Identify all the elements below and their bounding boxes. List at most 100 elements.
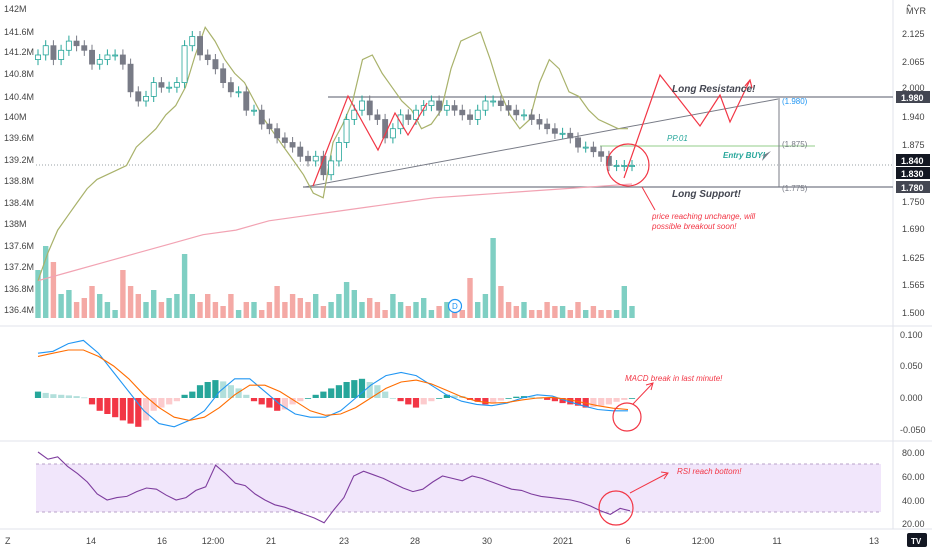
candle-body xyxy=(96,59,103,65)
macd-histogram-bar xyxy=(436,398,443,399)
tag-1840-text: 1.840 xyxy=(901,156,924,166)
candle-body xyxy=(482,100,489,111)
rsi-tick-label: 20.00 xyxy=(902,519,925,529)
tag-1840 xyxy=(896,154,930,166)
macd-histogram-bar xyxy=(250,398,258,402)
candle-body xyxy=(559,132,566,135)
macd-histogram-bar xyxy=(382,391,389,398)
candle-body xyxy=(413,109,419,120)
rising-trendline[interactable] xyxy=(304,98,779,188)
macd-histogram-bar xyxy=(366,382,373,398)
volume-bars xyxy=(35,238,635,318)
price-tick-label: 1.750 xyxy=(902,197,925,207)
volume-tick-label: 137.6M xyxy=(4,241,34,251)
price-note-line-1: price reaching unchange, will xyxy=(651,212,755,221)
candle-body xyxy=(359,100,365,111)
volume-tick-label: 138.8M xyxy=(4,176,34,186)
currency-label[interactable]: MYR xyxy=(906,6,927,16)
volume-bar xyxy=(235,310,242,318)
macd-histogram-bar xyxy=(127,398,134,424)
volume-bar xyxy=(197,302,203,318)
volume-bar xyxy=(259,310,265,318)
candle-body xyxy=(536,119,543,125)
rsi-arrowhead xyxy=(660,471,669,480)
candle-body xyxy=(212,59,219,70)
volume-bar xyxy=(459,310,465,318)
candle-body xyxy=(528,114,535,120)
candle-body xyxy=(467,114,473,120)
price-tick-label: 2.000 xyxy=(902,83,925,93)
pp01-label: PP.01 xyxy=(667,134,688,143)
volume-tick-label: 142M xyxy=(4,4,27,14)
macd-histogram-bar xyxy=(258,398,265,405)
volume-bar xyxy=(505,302,512,318)
macd-histogram-bar xyxy=(158,398,165,408)
volume-bar xyxy=(228,294,234,318)
macd-histogram-bar xyxy=(567,398,574,405)
macd-histogram-bar xyxy=(343,382,350,398)
tag-1980-text: 1.980 xyxy=(901,93,924,103)
volume-bar xyxy=(613,310,620,318)
time-tick-label: 13 xyxy=(869,536,879,546)
collapse-icon[interactable]: ⌃ xyxy=(905,3,913,13)
timezone-z-label[interactable]: Z xyxy=(5,536,11,546)
price-tick-label: 1.565 xyxy=(902,280,925,290)
macd-histogram-bar xyxy=(628,398,636,399)
candle-body xyxy=(343,119,350,143)
macd-histogram-bar xyxy=(119,398,126,421)
macd-circle xyxy=(612,402,642,432)
candle-body xyxy=(281,137,288,143)
volume-tick-label: 141.6M xyxy=(4,27,34,37)
volume-bar xyxy=(266,302,273,318)
macd-histogram-bar xyxy=(189,391,196,398)
volume-tick-label: 136.8M xyxy=(4,284,34,294)
candle-body xyxy=(112,54,119,57)
volume-bar xyxy=(498,286,504,318)
volume-bar xyxy=(382,310,388,318)
price-circle xyxy=(606,143,650,187)
candle-body xyxy=(513,109,520,116)
long-resistance-label: Long Resistance! xyxy=(672,84,756,95)
macd-histogram-bar xyxy=(358,378,366,398)
macd-histogram-bar xyxy=(235,388,242,398)
time-tick-label: 12:00 xyxy=(692,536,715,546)
rsi-tick-label: 60.00 xyxy=(902,472,925,482)
volume-bar xyxy=(482,294,489,318)
candle-body xyxy=(598,151,605,157)
macd-lines xyxy=(37,339,629,428)
candles xyxy=(35,31,635,181)
macd-histogram-bar xyxy=(559,398,566,404)
macd-histogram-bar xyxy=(405,398,412,405)
macd-histogram-bar xyxy=(104,398,111,414)
candle-body xyxy=(266,123,273,130)
dividend-marker[interactable] xyxy=(447,298,463,314)
volume-bar xyxy=(73,302,80,318)
candle-body xyxy=(335,142,342,162)
price-note-line-2: possible breakout soon! xyxy=(651,222,737,231)
entry-arrow-icon xyxy=(760,151,771,161)
macd-histogram-bar xyxy=(58,394,65,398)
signal-line xyxy=(37,349,629,421)
macd-histogram-bar xyxy=(598,398,605,406)
macd-histogram-bar xyxy=(328,388,335,398)
macd-histogram-bar xyxy=(497,398,504,401)
candle-body xyxy=(351,109,358,120)
time-tick-label: 2021 xyxy=(553,536,573,546)
volume-bar xyxy=(544,302,550,318)
candle-body xyxy=(505,105,512,111)
candle-body xyxy=(204,54,211,60)
tv-logo[interactable] xyxy=(907,533,927,547)
volume-bar xyxy=(359,302,365,318)
macd-histogram-bar xyxy=(243,394,250,398)
macd-histogram-bar xyxy=(150,398,157,411)
dividend-marker-label: D xyxy=(452,302,458,311)
macd-histogram-bar xyxy=(73,396,80,398)
volume-bar xyxy=(567,310,573,318)
volume-bar xyxy=(50,262,57,318)
volume-bar xyxy=(205,294,211,318)
candle-body xyxy=(389,128,396,139)
volume-bar xyxy=(104,302,111,318)
candle-body xyxy=(474,109,481,120)
candle-body xyxy=(297,146,304,157)
